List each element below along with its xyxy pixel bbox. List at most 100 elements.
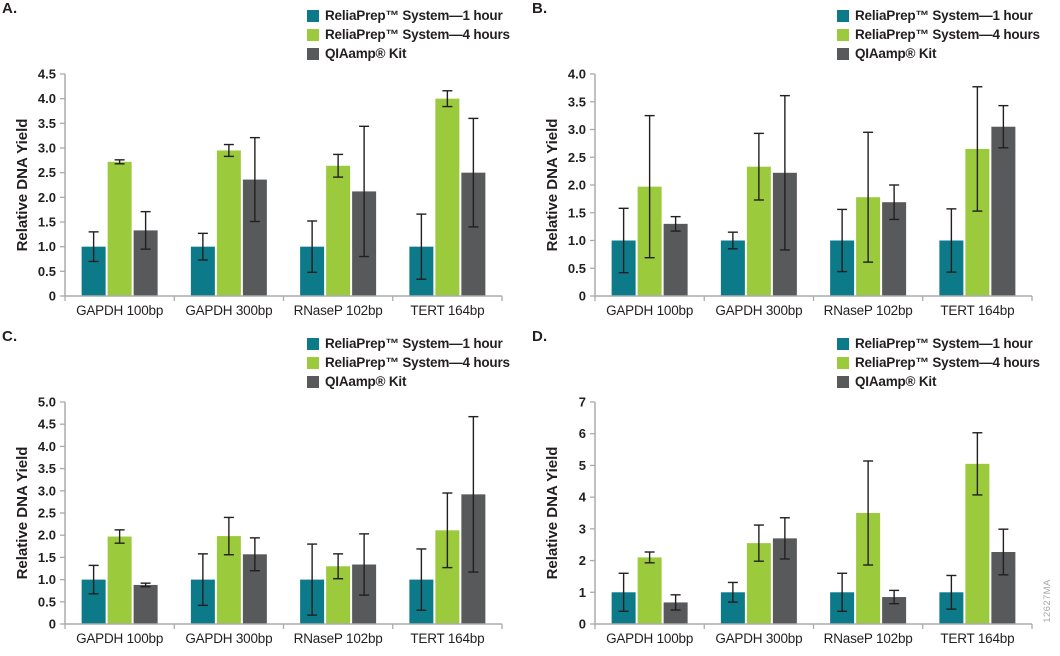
bar [107, 161, 132, 296]
y-axis-title: Relative DNA Yield [544, 447, 561, 580]
legend-item: ReliaPrep™ System—1 hour [837, 6, 1040, 25]
legend-label: ReliaPrep™ System—4 hours [325, 27, 510, 42]
y-tick-label: 1.0 [38, 239, 56, 254]
legend-swatch-icon [837, 375, 849, 388]
x-category-label: GAPDH 100bp [76, 303, 163, 318]
y-tick-label: 2.5 [38, 165, 56, 180]
y-tick-label: 7 [579, 395, 586, 410]
legend-item: ReliaPrep™ System—4 hours [307, 25, 510, 44]
legend-label: QIAamp® Kit [855, 374, 937, 389]
bar [107, 536, 132, 624]
legend-swatch-icon [307, 356, 319, 369]
x-category-label: GAPDH 100bp [76, 631, 163, 646]
x-category-label: TERT 164bp [940, 631, 1014, 646]
y-axis-title: Relative DNA Yield [544, 119, 561, 252]
y-tick-label: 4 [579, 490, 587, 505]
legend-item: ReliaPrep™ System—1 hour [837, 334, 1040, 353]
y-tick-label: 3.5 [568, 94, 586, 109]
legend-item: QIAamp® Kit [837, 44, 1040, 63]
y-tick-label: 0 [579, 617, 586, 632]
bar [216, 150, 241, 296]
legend-item: QIAamp® Kit [307, 44, 510, 63]
panel-a: A. GAPDH 100bp GAPDH 300bp RNaseP 102bp TER… [0, 0, 530, 328]
legend-b: ReliaPrep™ System—1 hour ReliaPrep™ Syste… [837, 6, 1040, 63]
legend-item: ReliaPrep™ System—1 hour [307, 334, 510, 353]
bar [326, 165, 351, 296]
y-tick-label: 3.0 [38, 141, 56, 156]
legend-label: QIAamp® Kit [855, 46, 937, 61]
panel-c: C. GAPDH 100bp GAPDH 300bp RNaseP 102bp TER… [0, 328, 530, 656]
legend-label: ReliaPrep™ System—4 hours [855, 355, 1040, 370]
legend-item: QIAamp® Kit [307, 372, 510, 391]
legend-swatch-icon [307, 375, 319, 388]
y-tick-label: 3.5 [38, 461, 56, 476]
legend-item: ReliaPrep™ System—4 hours [837, 353, 1040, 372]
y-tick-label: 1.5 [38, 550, 56, 565]
y-tick-label: 5 [579, 458, 586, 473]
x-category-label: RNaseP 102bp [824, 631, 913, 646]
legend-swatch-icon [837, 47, 849, 60]
chart-svg: GAPDH 100bp GAPDH 300bp RNaseP 102bp TERT 1… [544, 67, 1033, 318]
y-tick-label: 4.5 [38, 417, 56, 432]
panel-d: D. GAPDH 100bp GAPDH 300bp RNaseP 102bp TER… [530, 328, 1060, 656]
legend-label: ReliaPrep™ System—1 hour [325, 8, 503, 23]
y-tick-label: 1.0 [38, 572, 56, 587]
y-tick-label: 0 [579, 289, 586, 304]
legend-a: ReliaPrep™ System—1 hour ReliaPrep™ Syste… [307, 6, 510, 63]
legend-label: QIAamp® Kit [325, 374, 407, 389]
bar [133, 584, 158, 624]
y-tick-label: 3.0 [38, 483, 56, 498]
chart-svg: GAPDH 100bp GAPDH 300bp RNaseP 102bp TERT 1… [14, 395, 503, 646]
y-tick-label: 2.5 [568, 150, 586, 165]
x-category-label: TERT 164bp [410, 303, 484, 318]
bar [663, 602, 688, 624]
y-tick-label: 2.0 [38, 528, 56, 543]
y-tick-label: 2.5 [38, 506, 56, 521]
bar-chart-a: GAPDH 100bp GAPDH 300bp RNaseP 102bp TERT 1… [0, 0, 530, 328]
figure-number: 12627MA [1042, 579, 1053, 623]
legend-item: ReliaPrep™ System—4 hours [307, 353, 510, 372]
legend-d: ReliaPrep™ System—1 hour ReliaPrep™ Syste… [837, 334, 1040, 391]
legend-item: ReliaPrep™ System—4 hours [837, 25, 1040, 44]
x-category-label: GAPDH 300bp [185, 303, 272, 318]
y-tick-label: 4.0 [38, 91, 56, 106]
y-tick-label: 1.0 [568, 233, 586, 248]
x-category-label: GAPDH 300bp [715, 303, 802, 318]
y-tick-label: 6 [579, 426, 586, 441]
x-category-label: RNaseP 102bp [824, 303, 913, 318]
legend-label: ReliaPrep™ System—1 hour [855, 8, 1033, 23]
y-tick-label: 5.0 [38, 395, 56, 410]
bar [435, 98, 460, 297]
x-category-label: TERT 164bp [940, 303, 1014, 318]
bar-chart-c: GAPDH 100bp GAPDH 300bp RNaseP 102bp TERT 1… [0, 328, 530, 656]
y-tick-label: 4.0 [38, 439, 56, 454]
panel-b: B. GAPDH 100bp GAPDH 300bp RNaseP 102bp TER… [530, 0, 1060, 328]
y-tick-label: 2 [579, 553, 586, 568]
panel-label-d: D. [532, 328, 548, 345]
legend-label: ReliaPrep™ System—1 hour [855, 336, 1033, 351]
panel-label-b: B. [532, 0, 548, 17]
legend-label: QIAamp® Kit [325, 46, 407, 61]
bar-chart-d: GAPDH 100bp GAPDH 300bp RNaseP 102bp TERT 1… [530, 328, 1060, 656]
legend-swatch-icon [307, 9, 319, 22]
y-tick-label: 3.5 [38, 116, 56, 131]
legend-swatch-icon [837, 28, 849, 41]
y-tick-label: 3.0 [568, 122, 586, 137]
y-tick-label: 1.5 [568, 205, 586, 220]
legend-swatch-icon [307, 337, 319, 350]
legend-label: ReliaPrep™ System—4 hours [325, 355, 510, 370]
legend-c: ReliaPrep™ System—1 hour ReliaPrep™ Syste… [307, 334, 510, 391]
legend-item: ReliaPrep™ System—1 hour [307, 6, 510, 25]
legend-item: QIAamp® Kit [837, 372, 1040, 391]
x-category-label: RNaseP 102bp [294, 303, 383, 318]
legend-label: ReliaPrep™ System—1 hour [325, 336, 503, 351]
y-tick-label: 4.0 [568, 67, 586, 82]
chart-svg: GAPDH 100bp GAPDH 300bp RNaseP 102bp TERT 1… [14, 67, 503, 318]
x-category-label: GAPDH 100bp [606, 631, 693, 646]
panel-label-a: A. [2, 0, 18, 17]
y-tick-label: 4.5 [38, 67, 56, 82]
bar [637, 557, 662, 624]
bar [991, 126, 1016, 296]
y-axis-title: Relative DNA Yield [14, 447, 31, 580]
